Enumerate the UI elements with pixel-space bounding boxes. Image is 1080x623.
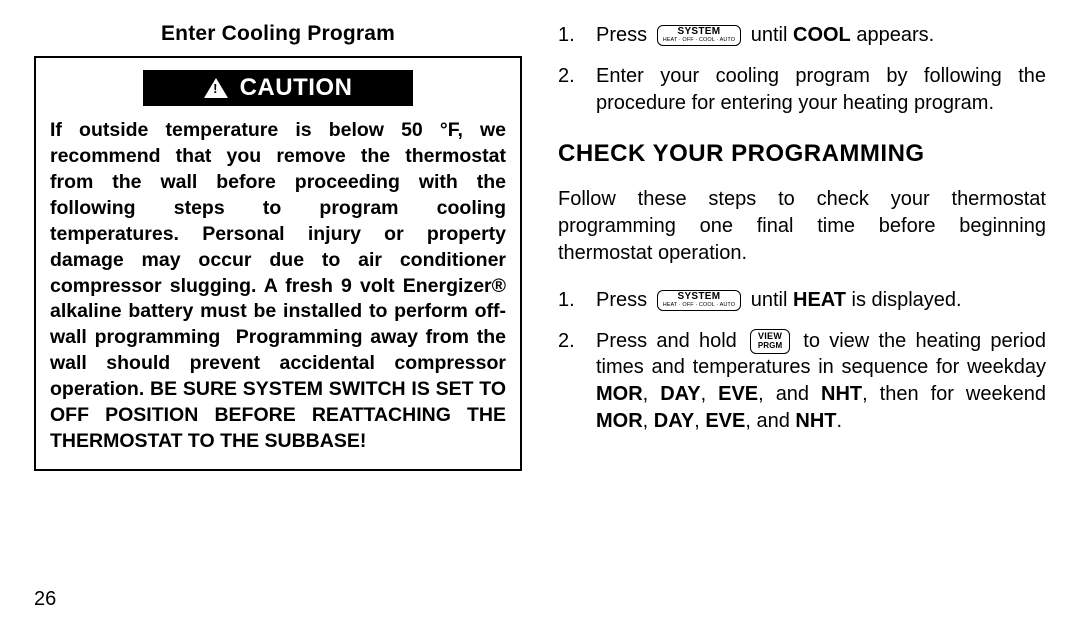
manual-page: Enter Cooling Program CAUTION If outside… bbox=[0, 0, 1080, 623]
text-bold: DAY bbox=[660, 383, 700, 405]
step-number: 1. bbox=[558, 22, 575, 49]
check-step-2: 2. Press and hold VIEW PRGM to view the … bbox=[558, 328, 1046, 435]
right-column: 1. Press SYSTEM HEAT · OFF · COOL · AUTO… bbox=[540, 22, 1046, 613]
left-column: Enter Cooling Program CAUTION If outside… bbox=[34, 22, 540, 613]
caution-label: CAUTION bbox=[240, 74, 353, 102]
text-bold: HEAT bbox=[793, 289, 846, 311]
text-bold: NHT bbox=[821, 383, 862, 405]
warning-triangle-icon bbox=[204, 78, 228, 98]
text: Press bbox=[596, 289, 647, 311]
text-bold: DAY bbox=[654, 410, 694, 432]
text: until bbox=[751, 24, 788, 46]
system-key-icon: SYSTEM HEAT · OFF · COOL · AUTO bbox=[657, 25, 741, 47]
text: and bbox=[776, 383, 809, 405]
text: and bbox=[756, 410, 789, 432]
key-bottom: HEAT · OFF · COOL · AUTO bbox=[663, 303, 735, 309]
cooling-step-1: 1. Press SYSTEM HEAT · OFF · COOL · AUTO… bbox=[558, 22, 1046, 49]
check-intro: Follow these steps to check your thermos… bbox=[558, 186, 1046, 266]
system-key-icon: SYSTEM HEAT · OFF · COOL · AUTO bbox=[657, 290, 741, 312]
enter-cooling-title: Enter Cooling Program bbox=[34, 22, 522, 46]
check-steps: 1. Press SYSTEM HEAT · OFF · COOL · AUTO… bbox=[558, 287, 1046, 435]
text-bold: EVE bbox=[705, 410, 745, 432]
check-programming-heading: CHECK YOUR PROGRAMMING bbox=[558, 140, 1046, 168]
cooling-step-2: 2. Enter your cooling program by followi… bbox=[558, 63, 1046, 117]
text: is displayed. bbox=[852, 289, 962, 311]
caution-body: If outside temperature is below 50 °F, w… bbox=[50, 118, 506, 455]
key-bottom: PRGM bbox=[756, 342, 784, 350]
text: Enter your cooling program by following … bbox=[596, 65, 1046, 114]
key-top: SYSTEM bbox=[663, 27, 735, 37]
caution-box: CAUTION If outside temperature is below … bbox=[34, 56, 522, 471]
text-bold: COOL bbox=[793, 24, 851, 46]
step-number: 2. bbox=[558, 328, 575, 355]
key-top: VIEW bbox=[756, 332, 784, 341]
key-top: SYSTEM bbox=[663, 292, 735, 302]
text: until bbox=[751, 289, 788, 311]
text-bold: EVE bbox=[718, 383, 758, 405]
caution-banner: CAUTION bbox=[143, 70, 413, 106]
key-bottom: HEAT · OFF · COOL · AUTO bbox=[663, 38, 735, 44]
view-prgm-key-icon: VIEW PRGM bbox=[750, 329, 790, 354]
text-bold: MOR bbox=[596, 410, 643, 432]
step-number: 2. bbox=[558, 63, 575, 90]
check-step-1: 1. Press SYSTEM HEAT · OFF · COOL · AUTO… bbox=[558, 287, 1046, 314]
text-bold: MOR bbox=[596, 383, 643, 405]
cooling-steps: 1. Press SYSTEM HEAT · OFF · COOL · AUTO… bbox=[558, 22, 1046, 116]
text: Press and hold bbox=[596, 330, 737, 352]
page-number: 26 bbox=[34, 588, 56, 611]
text-bold: NHT bbox=[795, 410, 836, 432]
text: , then for weekend bbox=[862, 383, 1046, 405]
text: Press bbox=[596, 24, 647, 46]
text: appears. bbox=[856, 24, 934, 46]
step-number: 1. bbox=[558, 287, 575, 314]
